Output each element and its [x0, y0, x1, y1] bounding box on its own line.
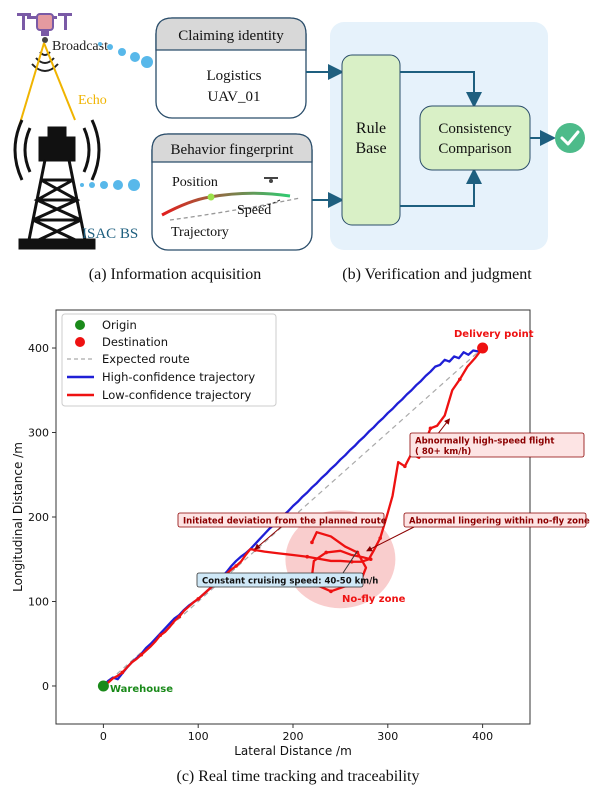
x-tick-label: 300	[377, 730, 398, 743]
origin-marker	[97, 680, 109, 692]
caption-a: (a) Information acquisition	[89, 266, 261, 283]
x-tick-label: 0	[100, 730, 107, 743]
y-tick-label: 0	[42, 680, 49, 693]
tracking-chart: Abnormally high-speed flight( 80+ km/h) I…	[11, 309, 590, 758]
trajectory-point	[310, 540, 314, 545]
y-axis-label: Longitudinal Distance /m	[11, 442, 25, 592]
x-axis-label: Lateral Distance /m	[234, 744, 352, 758]
trajectory-point	[403, 464, 407, 469]
annotation-box	[177, 512, 385, 528]
no-fly-zone-label: No-fly zone	[342, 594, 406, 605]
y-tick-label: 100	[28, 595, 49, 608]
tower-dots	[80, 179, 140, 191]
x-tick-label: 200	[283, 730, 304, 743]
destination-label: Delivery point	[454, 329, 534, 340]
position-dot	[207, 193, 215, 201]
panel-b: Rule Base Consistency Comparison (b) Ver…	[306, 22, 585, 283]
speed-arrow	[237, 199, 281, 209]
annotation-text: Abnormally high-speed flight	[415, 437, 554, 447]
isac-tower-icon	[13, 119, 101, 250]
mini-drone-icon	[264, 177, 278, 183]
annotation-box	[196, 572, 364, 588]
y-tick-label: 200	[28, 511, 49, 524]
trajectory-point	[458, 377, 462, 382]
broadcast-label: Broadcast	[52, 39, 108, 54]
panel-a: Broadcast Echo ISAC BS	[13, 13, 313, 283]
annotation-arrow	[254, 526, 282, 550]
check-icon	[555, 123, 585, 153]
high-confidence-trajectory	[102, 347, 484, 687]
legend-low-confidence: Low-confidence trajectory	[102, 388, 252, 402]
trajectory-point	[177, 614, 182, 619]
speed-label: Speed	[237, 203, 271, 218]
y-tick-label: 300	[28, 427, 49, 440]
trajectory-point	[368, 557, 373, 562]
x-tick-label: 100	[188, 730, 209, 743]
trajectory-point	[234, 564, 238, 568]
trajectory-point	[139, 652, 144, 657]
claiming-identity-line1: Logistics	[207, 68, 262, 84]
trajectory-point	[378, 536, 383, 540]
trajectory-point	[196, 597, 200, 601]
annotation-text: Constant cruising speed: 40-50 km/h	[202, 577, 378, 587]
trajectory-point	[158, 633, 163, 638]
consistency-comparison-box	[419, 105, 531, 171]
consistency-line1: Consistency	[438, 121, 512, 137]
destination-marker	[477, 342, 489, 354]
trajectory-point	[329, 589, 333, 594]
trajectory-point	[428, 426, 433, 431]
echo-lines	[17, 42, 76, 131]
annotation-text-line2: ( 80+ km/h)	[415, 447, 471, 457]
y-tick-label: 400	[28, 342, 49, 355]
annotation-arrow	[342, 550, 358, 574]
claiming-identity-title: Claiming identity	[178, 28, 284, 44]
claiming-identity-box: Claiming identity Logistics UAV_01	[155, 17, 307, 119]
rule-base-box	[341, 54, 401, 226]
rule-base-line1: Rule	[356, 120, 386, 137]
isac-bs-label: ISAC BS	[82, 226, 138, 242]
trajectory-point	[305, 554, 310, 559]
broadcast-dots	[98, 42, 153, 68]
echo-label: Echo	[78, 93, 107, 108]
annotation-arrow	[366, 526, 415, 552]
expected-path-dashed	[169, 197, 301, 221]
trajectory-point	[324, 550, 328, 555]
legend-destination: Destination	[102, 335, 168, 349]
legend-expected-route: Expected route	[102, 352, 190, 366]
position-label: Position	[172, 175, 218, 190]
origin-label: Warehouse	[110, 684, 173, 695]
x-tick-label: 400	[472, 730, 493, 743]
behavior-fingerprint-title: Behavior fingerprint	[171, 142, 295, 158]
claiming-identity-line2: UAV_01	[207, 89, 260, 105]
legend-high-confidence: High-confidence trajectory	[102, 370, 255, 384]
trajectory-point	[120, 670, 125, 675]
consistency-line2: Comparison	[438, 141, 512, 157]
behavior-fingerprint-box: Behavior fingerprint Position Speed Traj…	[151, 133, 313, 251]
legend: Origin Destination Expected route High-c…	[61, 313, 277, 407]
annotation-text: Abnormal lingering within no-fly zone	[409, 517, 590, 527]
annotation-box	[409, 432, 585, 458]
annotation-box	[403, 512, 587, 528]
caption-c: (c) Real time tracking and traceability	[177, 768, 420, 785]
annotation-text: Initiated deviation from the planned rou…	[183, 517, 387, 527]
drone-icon	[17, 13, 72, 43]
legend-origin: Origin	[102, 318, 137, 332]
trajectory-label: Trajectory	[171, 225, 229, 240]
rule-base-line2: Base	[355, 140, 386, 157]
caption-b: (b) Verification and judgment	[342, 266, 532, 283]
